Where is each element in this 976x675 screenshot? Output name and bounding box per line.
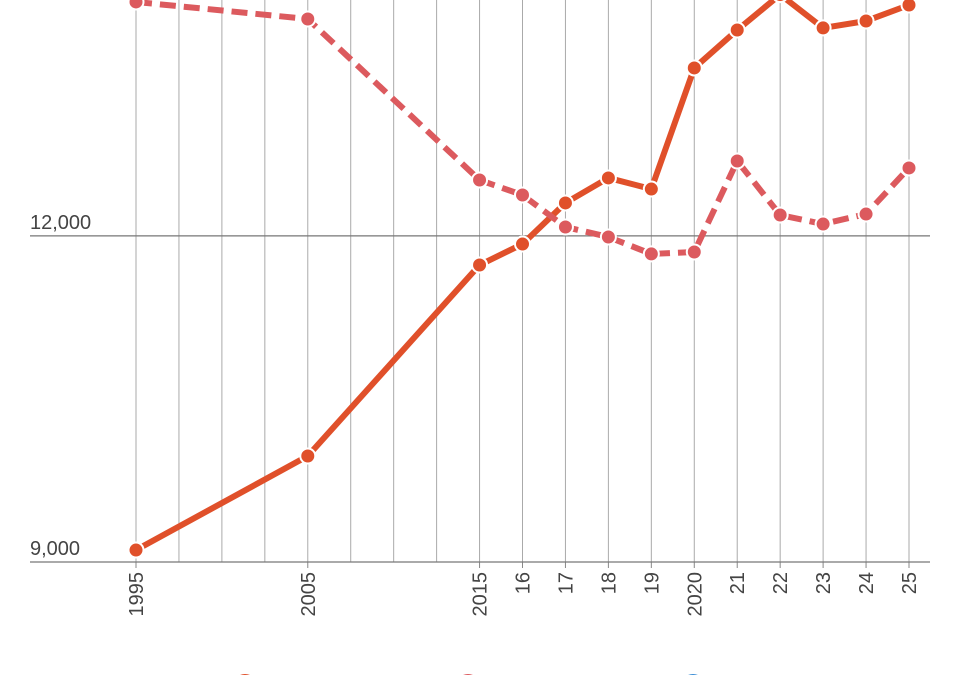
data-point: [773, 0, 787, 4]
data-point: [299, 10, 317, 28]
x-tick-label: 2005: [298, 572, 320, 617]
data-point: [556, 218, 574, 236]
data-point: [599, 228, 617, 246]
x-tick-label: 24: [856, 572, 878, 594]
data-point: [857, 12, 875, 30]
data-point: [900, 0, 918, 14]
data-point: [685, 243, 703, 261]
x-tick-label: 25: [899, 572, 921, 594]
data-point: [857, 205, 875, 223]
data-point: [900, 159, 918, 177]
data-point: [642, 180, 660, 198]
data-point: [685, 59, 703, 77]
x-tick-label: 21: [727, 572, 749, 594]
x-tick-label: 2015: [470, 572, 492, 617]
data-point: [514, 186, 531, 204]
y-tick-label: 9,000: [30, 538, 80, 560]
x-tick-label: 1995: [126, 572, 148, 617]
data-point: [556, 194, 574, 212]
data-point: [771, 206, 789, 224]
x-tick-label: 22: [770, 572, 792, 594]
data-point: [471, 171, 489, 189]
x-tick-label: 18: [598, 572, 620, 594]
data-point: [728, 21, 746, 39]
data-point: [299, 447, 317, 465]
x-tick-label: 17: [555, 572, 577, 594]
data-point: [599, 169, 617, 187]
data-point: [814, 215, 832, 233]
y-tick-label: 12,000: [30, 212, 91, 234]
data-point: [127, 0, 145, 11]
x-tick-label: 16: [513, 572, 535, 594]
data-point: [814, 19, 832, 37]
data-point: [514, 235, 531, 253]
x-tick-label: 23: [813, 572, 835, 594]
data-point: [642, 245, 660, 263]
x-tick-label: 2020: [684, 572, 706, 617]
data-point: [471, 256, 489, 274]
data-point: [728, 152, 746, 170]
data-point: [127, 541, 145, 559]
x-tick-label: 19: [641, 572, 663, 594]
